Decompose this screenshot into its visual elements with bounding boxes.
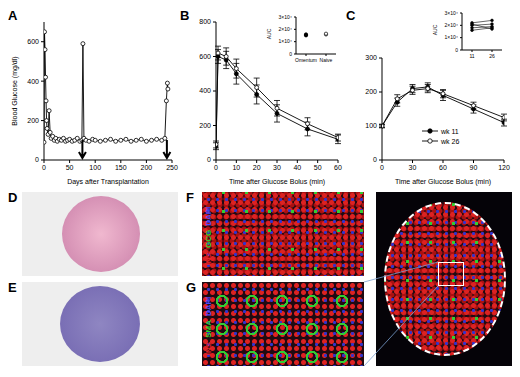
svg-text:Naive: Naive — [320, 57, 333, 63]
html-text:Time after Glucose Bolus (min): Time after Glucose Bolus (min) — [394, 178, 492, 185]
svg-text:50: 50 — [66, 164, 74, 171]
svg-text:3×10⁴: 3×10⁴ — [445, 10, 458, 16]
html-text:AUC: AUC — [266, 28, 272, 40]
html-text:E: E — [8, 280, 17, 295]
html-text:C: C — [346, 8, 356, 23]
svg-text:2×10⁴: 2×10⁴ — [279, 26, 292, 32]
svg-text:200: 200 — [365, 88, 377, 95]
svg-text:400: 400 — [27, 78, 39, 85]
svg-text:200: 200 — [141, 164, 153, 171]
svg-text:20: 20 — [253, 164, 261, 171]
svg-text:600: 600 — [27, 38, 39, 45]
svg-text:10: 10 — [232, 164, 240, 171]
svg-text:11: 11 — [469, 53, 474, 59]
svg-text:0: 0 — [289, 51, 292, 57]
svg-text:3×10⁴: 3×10⁴ — [279, 14, 292, 20]
svg-text:800: 800 — [199, 18, 211, 25]
svg-text:300: 300 — [365, 54, 377, 61]
svg-text:60: 60 — [439, 164, 447, 171]
svg-text:0: 0 — [380, 164, 384, 171]
svg-text:0: 0 — [207, 156, 211, 163]
html-text:DAPI: DAPI — [203, 296, 213, 316]
svg-text:0: 0 — [373, 156, 377, 163]
svg-text:30: 30 — [273, 164, 281, 171]
svg-text:2×10⁴: 2×10⁴ — [445, 22, 458, 28]
svg-text:0: 0 — [42, 164, 46, 171]
html-text:wk 11: wk 11 — [441, 127, 459, 135]
svg-text:0: 0 — [214, 164, 218, 171]
svg-text:150: 150 — [115, 164, 127, 171]
svg-text:90: 90 — [470, 164, 478, 171]
html-text:Blood Glucose (mg/dl): Blood Glucose (mg/dl) — [10, 56, 18, 126]
html-text:wk 26: wk 26 — [441, 137, 460, 145]
html-text:Days after Transplantation: Days after Transplantation — [67, 178, 149, 185]
html-text:DAPI: DAPI — [203, 206, 213, 226]
html-text:F: F — [186, 190, 194, 205]
html-text:SMA: SMA — [203, 320, 213, 338]
svg-text:60: 60 — [334, 164, 342, 171]
svg-text:26: 26 — [489, 53, 495, 59]
html-text:GCG: GCG — [203, 229, 213, 248]
svg-text:200: 200 — [199, 122, 211, 129]
svg-text:400: 400 — [199, 87, 211, 94]
svg-text:40: 40 — [293, 164, 301, 171]
svg-text:1×10⁴: 1×10⁴ — [445, 34, 458, 40]
svg-text:600: 600 — [199, 53, 211, 60]
svg-text:100: 100 — [89, 164, 101, 171]
svg-text:100: 100 — [365, 122, 377, 129]
html-text:Time after Glucose Bolus (min): Time after Glucose Bolus (min) — [228, 178, 326, 185]
svg-text:120: 120 — [498, 164, 510, 171]
html-text:G: G — [186, 280, 197, 295]
svg-text:50: 50 — [314, 164, 322, 171]
html-text:INS: INS — [203, 252, 213, 266]
html-text:B: B — [180, 8, 190, 23]
svg-text:200: 200 — [27, 117, 39, 124]
svg-text:0: 0 — [455, 47, 458, 53]
html-text:AUC: AUC — [432, 24, 438, 36]
svg-text:250: 250 — [166, 164, 178, 171]
svg-text:30: 30 — [409, 164, 417, 171]
svg-text:1×10⁴: 1×10⁴ — [279, 38, 292, 44]
html-text:D: D — [8, 190, 18, 205]
html-text:A: A — [8, 8, 18, 23]
svg-text:0: 0 — [35, 156, 39, 163]
svg-text:Omentum: Omentum — [295, 57, 317, 63]
html-text:INS: INS — [203, 341, 213, 356]
